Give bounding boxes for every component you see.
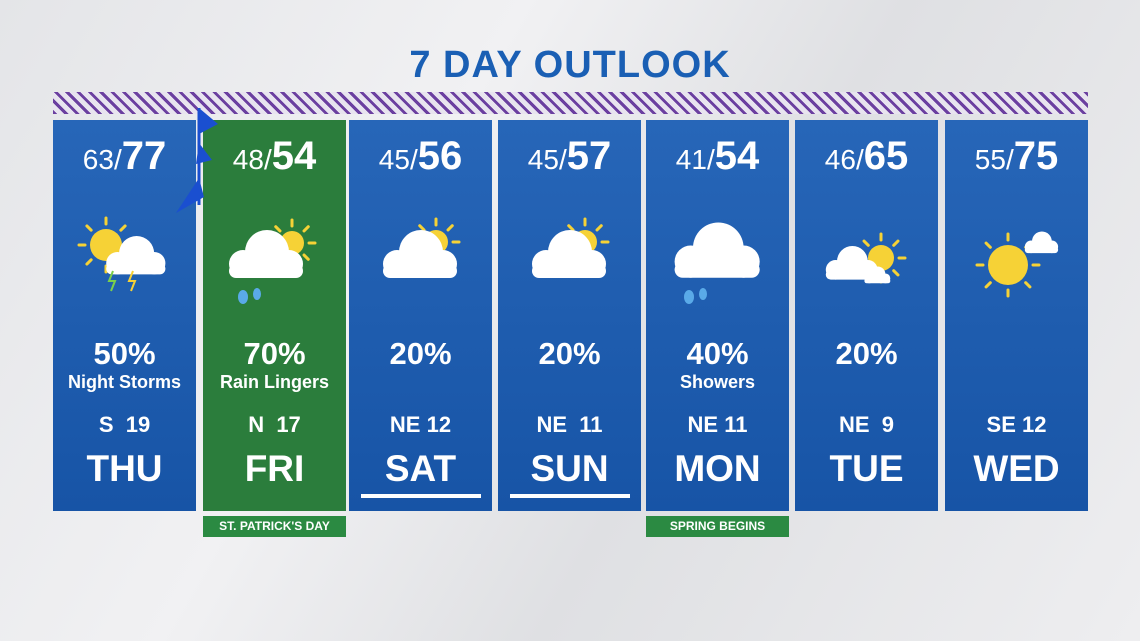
wind: SE 12 <box>986 412 1047 437</box>
weather-icon <box>825 232 907 284</box>
low-temp: 45 <box>378 144 410 175</box>
precip: 20% <box>538 336 601 371</box>
day-card: 46/65 20% NE 9 TUE <box>795 120 938 511</box>
day-name: FRI <box>244 448 305 489</box>
low-temp: 55 <box>974 144 1006 175</box>
description: Night Storms <box>67 372 181 392</box>
wind: NE 9 <box>838 412 895 437</box>
description: Rain Lingers <box>219 372 330 392</box>
temps: 55/75 <box>945 134 1088 179</box>
note-tag: ST. PATRICK'S DAY <box>203 516 346 537</box>
precip: 20% <box>835 336 898 371</box>
slash: / <box>113 144 122 175</box>
slash: / <box>558 144 567 175</box>
day-name: WED <box>973 448 1060 489</box>
temps: 41/54 <box>646 134 789 179</box>
description: Showers <box>679 372 756 392</box>
day-card: 63/77 50% Night Storms S 19 THU <box>53 120 196 511</box>
low-temp: 45 <box>527 144 559 175</box>
title: 7 DAY OUTLOOK <box>409 44 731 86</box>
high-temp: 75 <box>1013 134 1059 178</box>
low-temp: 48 <box>232 144 264 175</box>
low-temp: 41 <box>675 144 707 175</box>
wind: NE 11 <box>536 412 603 437</box>
day-name: THU <box>86 448 163 489</box>
day-card: 48/54 70% Rain Lingers N 17 FRI <box>203 120 346 511</box>
slash: / <box>409 144 418 175</box>
precip: 40% <box>686 336 749 371</box>
high-temp: 57 <box>566 134 612 178</box>
weather-icon <box>383 217 461 278</box>
low-temp: 63 <box>82 144 114 175</box>
day-card: 55/75 SE 12 WED <box>945 120 1088 511</box>
day-name: TUE <box>829 448 904 489</box>
wind: N 17 <box>248 412 301 437</box>
note-tag: SPRING BEGINS <box>646 516 789 537</box>
high-temp: 77 <box>121 134 167 178</box>
slash: / <box>855 144 864 175</box>
stripe-bar <box>53 92 1088 114</box>
temps: 63/77 <box>53 134 196 179</box>
day-card: 41/54 40% Showers NE 11 MON <box>646 120 789 511</box>
high-temp: 54 <box>714 134 760 178</box>
high-temp: 54 <box>271 134 317 178</box>
slash: / <box>706 144 715 175</box>
weekend-underline <box>361 494 481 498</box>
precip: 50% <box>93 336 156 371</box>
weather-icon <box>674 222 760 304</box>
weather-icon <box>975 231 1059 298</box>
temps: 45/56 <box>349 134 492 179</box>
wind: NE 11 <box>687 412 748 437</box>
weather-icon <box>532 217 610 278</box>
day-card: 45/57 20% NE 11 SUN <box>498 120 641 511</box>
precip: 20% <box>389 336 452 371</box>
temps: 48/54 <box>203 134 346 179</box>
wind: NE 12 <box>389 412 452 437</box>
slash: / <box>1005 144 1014 175</box>
temps: 45/57 <box>498 134 641 179</box>
weekend-underline <box>510 494 630 498</box>
slash: / <box>263 144 272 175</box>
precip: 70% <box>243 336 306 371</box>
low-temp: 46 <box>824 144 856 175</box>
high-temp: 65 <box>863 134 909 178</box>
day-name: SAT <box>384 448 457 489</box>
high-temp: 56 <box>417 134 463 178</box>
weather-icon <box>229 218 317 304</box>
wind: S 19 <box>98 412 151 437</box>
weather-icon <box>77 216 166 292</box>
day-name: MON <box>674 448 761 489</box>
day-name: SUN <box>530 448 609 489</box>
temps: 46/65 <box>795 134 938 179</box>
day-card: 45/56 20% NE 12 SAT <box>349 120 492 511</box>
